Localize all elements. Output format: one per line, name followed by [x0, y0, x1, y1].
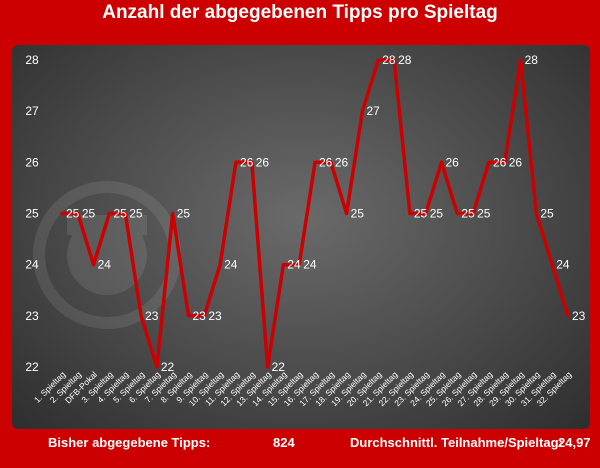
- data-label: 28: [525, 53, 539, 67]
- data-label: 26: [319, 155, 333, 169]
- data-label: 25: [351, 207, 365, 221]
- y-tick-label: 27: [25, 104, 39, 118]
- data-label: 25: [82, 207, 96, 221]
- data-label: 25: [540, 207, 554, 221]
- data-label: 22: [272, 360, 286, 374]
- data-label: 25: [113, 207, 127, 221]
- data-label: 26: [256, 155, 270, 169]
- data-label: 25: [430, 207, 444, 221]
- data-label: 23: [572, 309, 586, 323]
- average-value: 24,97: [558, 435, 591, 450]
- y-tick-label: 24: [25, 258, 39, 272]
- tips-value: 824: [273, 435, 295, 450]
- data-label: 23: [193, 309, 207, 323]
- data-label: 26: [446, 155, 460, 169]
- y-axis-ticks: 22 23 24 25 26 27 28: [25, 53, 39, 374]
- y-tick-label: 23: [25, 309, 39, 323]
- data-label: 24: [303, 258, 317, 272]
- data-label: 26: [240, 155, 254, 169]
- data-label: 25: [177, 207, 191, 221]
- data-label: 28: [398, 53, 412, 67]
- tips-label: Bisher abgegebene Tipps:: [48, 435, 211, 450]
- data-label: 24: [224, 258, 238, 272]
- data-label: 24: [287, 258, 301, 272]
- data-label: 25: [66, 207, 80, 221]
- data-label: 26: [509, 155, 523, 169]
- data-label: 25: [477, 207, 491, 221]
- chart-title: Anzahl der abgegebenen Tipps pro Spielta…: [102, 2, 498, 23]
- chart-panel: 22 23 24 25 26 27 28 1. Spieltag 2. Spieltag DFB…: [12, 45, 590, 429]
- data-label: 25: [129, 207, 143, 221]
- data-label: 24: [98, 258, 112, 272]
- data-label: 27: [366, 104, 380, 118]
- data-label: 22: [161, 360, 175, 374]
- data-label: 28: [382, 53, 396, 67]
- data-label: 25: [414, 207, 428, 221]
- y-tick-label: 26: [25, 155, 39, 169]
- y-tick-label: 28: [25, 53, 39, 67]
- data-label: 23: [208, 309, 222, 323]
- series-line: [60, 58, 570, 369]
- y-tick-label: 22: [25, 360, 39, 374]
- data-label: 23: [145, 309, 159, 323]
- data-label: 25: [461, 207, 475, 221]
- average-label: Durchschnittl. Teilnahme/Spieltag:: [350, 435, 563, 450]
- watermark-logo: [33, 181, 181, 329]
- y-tick-label: 25: [25, 207, 39, 221]
- data-label: 24: [556, 258, 570, 272]
- data-label: 26: [493, 155, 507, 169]
- data-label: 26: [335, 155, 349, 169]
